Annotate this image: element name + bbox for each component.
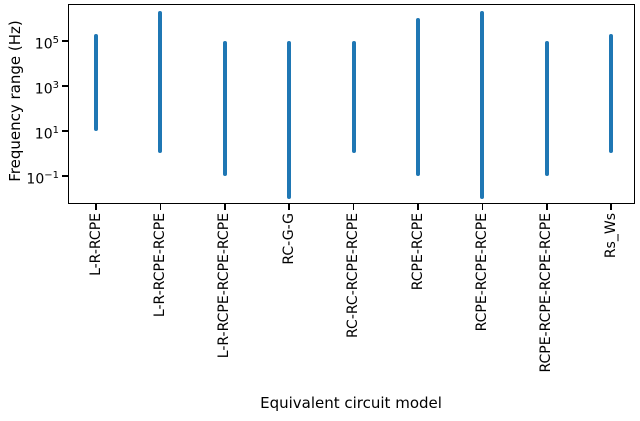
- range-bar: [544, 40, 549, 177]
- x-tick: [95, 204, 97, 210]
- y-tick-label: 105: [34, 34, 59, 53]
- x-tick-label: RCPE-RCPE-RCPE-RCPE: [538, 213, 555, 373]
- y-tick: [61, 40, 68, 42]
- x-tick: [481, 204, 484, 210]
- range-bar: [222, 40, 227, 177]
- x-tick-label: Rs_Ws: [602, 213, 619, 259]
- x-tick: [352, 204, 355, 210]
- x-tick: [288, 204, 290, 210]
- y-tick: [61, 130, 68, 132]
- y-axis-label: Frequency range (Hz): [6, 20, 24, 182]
- y-tick: [61, 175, 68, 177]
- range-bar: [416, 18, 420, 177]
- x-tick-label: L-R-RCPE: [87, 213, 104, 276]
- plot-frame: [68, 4, 635, 204]
- x-tick: [610, 204, 612, 210]
- x-tick-label: RC-G-G: [280, 213, 297, 265]
- y-tick-label: 101: [34, 124, 59, 143]
- x-tick: [159, 204, 162, 210]
- range-bar: [287, 40, 292, 199]
- y-tick-label: 103: [34, 79, 59, 98]
- range-bar: [480, 11, 485, 199]
- x-tick-label: RCPE-RCPE-RCPE: [473, 213, 490, 332]
- range-bar: [94, 33, 98, 131]
- x-axis-label: Equivalent circuit model: [260, 394, 442, 412]
- y-tick: [61, 85, 68, 87]
- range-bar: [158, 11, 163, 154]
- x-tick-label: RCPE-RCPE: [409, 213, 426, 291]
- x-tick-label: L-R-RCPE-RCPE: [151, 213, 168, 318]
- range-bar: [609, 33, 614, 154]
- x-tick: [417, 204, 419, 210]
- y-tick-label: 10−1: [26, 170, 59, 188]
- range-bar: [351, 40, 356, 154]
- x-tick-label: L-R-RCPE-RCPE-RCPE: [216, 213, 233, 359]
- x-tick: [224, 204, 226, 210]
- x-tick: [546, 204, 548, 210]
- x-tick-label: RC-RC-RCPE-RCPE: [345, 213, 362, 338]
